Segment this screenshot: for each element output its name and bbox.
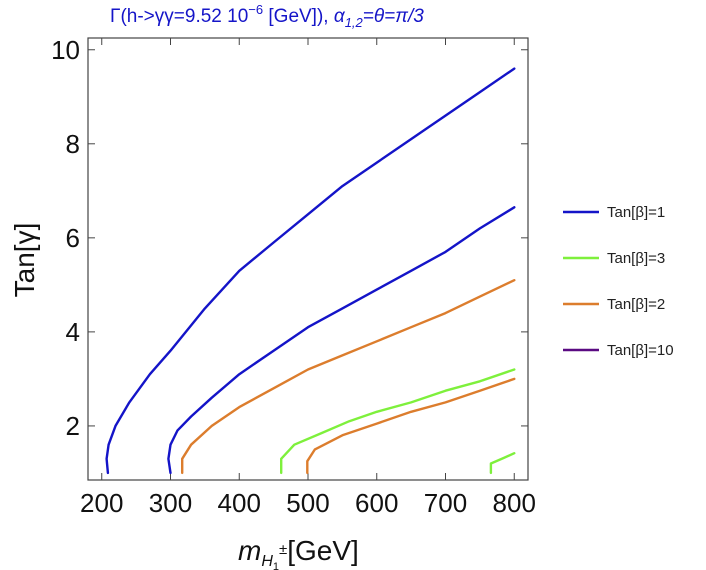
x-label-sup: ± bbox=[279, 541, 287, 558]
x-tick-label: 300 bbox=[149, 488, 192, 518]
x-tick-label: 700 bbox=[424, 488, 467, 518]
legend-label: Tan[β]=2 bbox=[607, 296, 665, 313]
series-line-0 bbox=[105, 67, 516, 475]
chart-title: Γ(h->γγ=9.52 10−6 [GeV]), α1,2=θ=π/3 bbox=[110, 2, 424, 30]
title-lead: Γ(h->γγ=9.52 10 bbox=[110, 6, 248, 27]
title-alpha-sub: 1,2 bbox=[345, 15, 364, 30]
x-tick-label: 400 bbox=[218, 488, 261, 518]
x-tick-label: 500 bbox=[286, 488, 329, 518]
x-label-sub: H bbox=[261, 553, 273, 570]
y-tick-label: 10 bbox=[51, 35, 80, 65]
series-line-4 bbox=[280, 368, 516, 475]
y-tick-label: 2 bbox=[66, 411, 80, 441]
legend-label: Tan[β]=3 bbox=[607, 250, 665, 267]
title-alpha-rest: =θ=π/3 bbox=[363, 6, 425, 27]
legend-label: Tan[β]=10 bbox=[607, 342, 674, 359]
x-axis-ticks: 200 300 400 500 600 700 800 bbox=[80, 38, 536, 518]
title-tail: [GeV]), bbox=[263, 6, 334, 27]
y-axis-label: Tan[γ] bbox=[9, 223, 40, 298]
y-tick-label: 8 bbox=[66, 129, 80, 159]
series-line-1 bbox=[167, 206, 516, 475]
series-line-3 bbox=[306, 377, 516, 475]
x-tick-label: 600 bbox=[355, 488, 398, 518]
legend-label: Tan[β]=1 bbox=[607, 204, 665, 221]
x-axis-label: mH1±[GeV] bbox=[238, 535, 359, 570]
series-line-2 bbox=[181, 279, 516, 475]
x-label-m: m bbox=[238, 535, 261, 566]
x-tick-label: 800 bbox=[493, 488, 536, 518]
x-tick-label: 200 bbox=[80, 488, 123, 518]
y-axis-ticks: 2 4 6 8 10 bbox=[51, 35, 528, 441]
x-label-rest: [GeV] bbox=[287, 535, 359, 566]
title-exponent: −6 bbox=[248, 2, 263, 17]
x-label-subsub: 1 bbox=[273, 561, 279, 570]
title-alpha: α bbox=[334, 6, 346, 27]
plot-curves bbox=[105, 67, 516, 475]
series-line-5 bbox=[489, 452, 516, 475]
legend: Tan[β]=1 Tan[β]=3 Tan[β]=2 Tan[β]=10 bbox=[563, 204, 674, 359]
y-tick-label: 4 bbox=[66, 317, 80, 347]
y-tick-label: 6 bbox=[66, 223, 80, 253]
